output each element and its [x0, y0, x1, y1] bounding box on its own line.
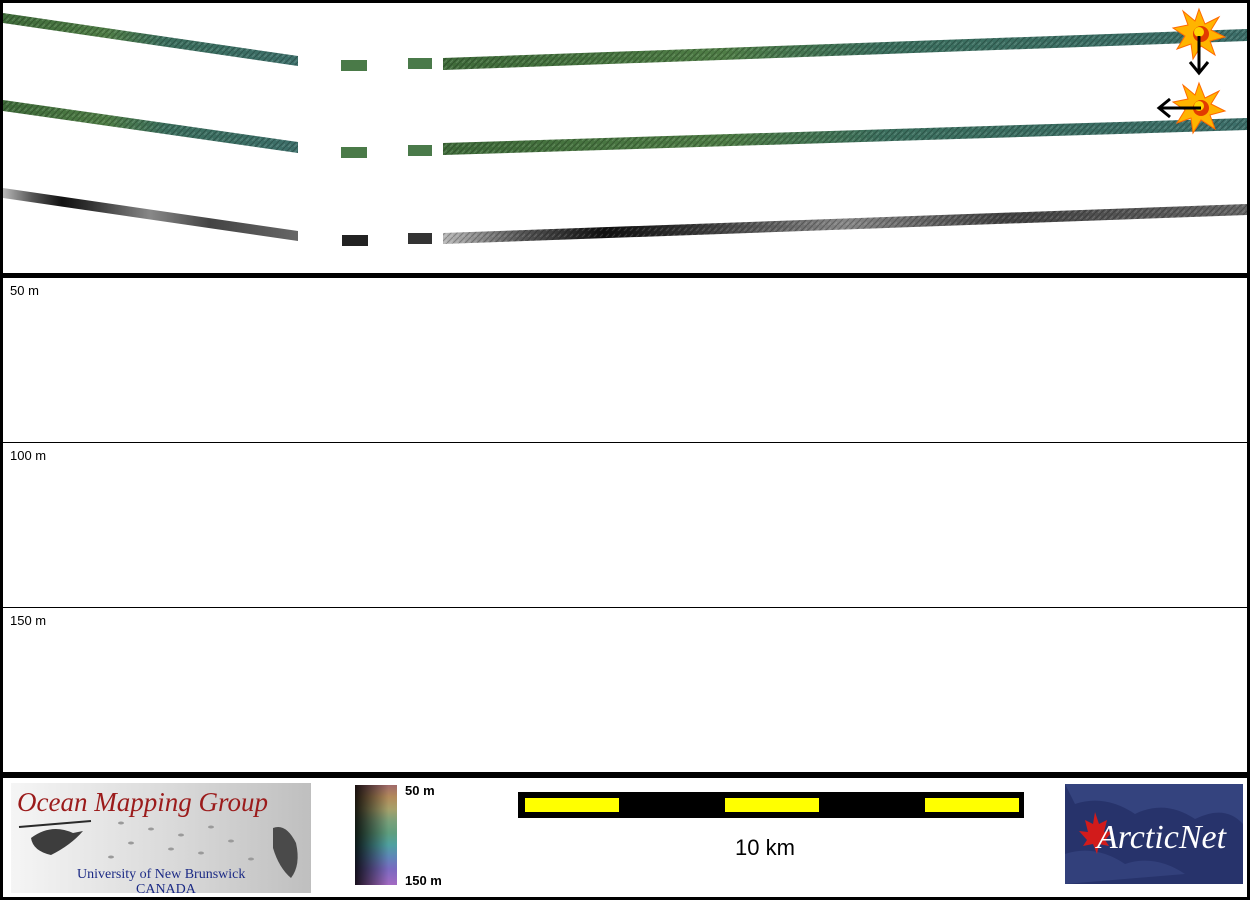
distance-scale-bar	[518, 792, 1024, 818]
swath-strip-3-backscatter	[3, 188, 1247, 246]
sonar-art-icon	[18, 820, 298, 878]
arcticnet-logo: ArcticNet	[1065, 784, 1243, 884]
start-marker-icon	[1171, 7, 1227, 61]
depth-label: 100 m	[10, 448, 47, 463]
arcticnet-logo-text: ArcticNet	[1097, 819, 1227, 856]
omg-logo-title: Ocean Mapping Group	[17, 787, 268, 817]
depth-row-50: 50 m	[3, 278, 1247, 443]
depth-label: 50 m	[10, 283, 39, 298]
footer-panel: Ocean Mapping Group University of New Br…	[3, 778, 1247, 897]
swath-map-panel	[3, 3, 1247, 273]
depth-scale-min-label: 50 m	[405, 783, 435, 798]
omg-logo-university: University of New Brunswick	[77, 867, 246, 882]
depth-row-150: 150 m	[3, 607, 1247, 773]
scale-bar-segment	[725, 798, 819, 812]
swath-map	[3, 7, 1247, 246]
depth-scale-max-label: 150 m	[405, 873, 442, 888]
maple-leaf-icon	[1065, 784, 1243, 884]
depth-profile-panel: 50 m 100 m 150 m	[3, 278, 1247, 772]
depth-color-scale	[355, 785, 397, 885]
ocean-mapping-group-logo: Ocean Mapping Group University of New Br…	[11, 783, 311, 893]
scale-bar-label: 10 km	[735, 835, 795, 860]
down-arrow-icon	[1188, 36, 1210, 76]
depth-row-100: 100 m	[3, 442, 1247, 608]
scale-bar-segment	[925, 798, 1019, 812]
left-arrow-icon	[1156, 97, 1201, 119]
omg-logo-country: CANADA	[136, 882, 196, 893]
swath-strip-2	[3, 100, 1247, 158]
depth-label: 150 m	[10, 613, 47, 628]
scale-bar-segment	[525, 798, 619, 812]
swath-strip-1	[3, 13, 1247, 71]
